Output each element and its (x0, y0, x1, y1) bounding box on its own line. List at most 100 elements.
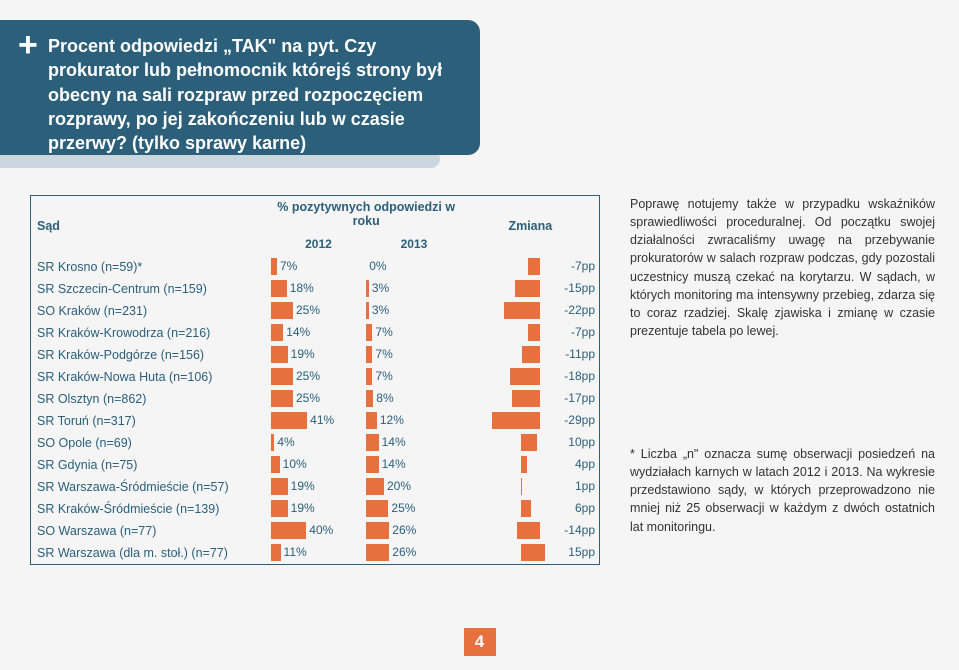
col-court: Sąd (31, 196, 271, 256)
bar-label: 14% (382, 434, 406, 451)
bar-label: 25% (391, 500, 415, 517)
change-cell: -7pp (462, 256, 599, 278)
table-row: SR Kraków-Nowa Huta (n=106) 25% 7% -18pp (31, 366, 599, 388)
bar-label: 20% (387, 478, 411, 495)
change-cell: -15pp (462, 278, 599, 300)
value-cell-v2012: 19% (271, 498, 366, 520)
bar-label: 18% (290, 280, 314, 297)
bar-label: 14% (382, 456, 406, 473)
bar-label: 25% (296, 302, 320, 319)
value-cell-v2012: 18% (271, 278, 366, 300)
plus-icon: + (18, 26, 38, 65)
table-row: SR Kraków-Śródmieście (n=139) 19% 25% 6pp (31, 498, 599, 520)
table-row: SO Opole (n=69)4% 14% 10pp (31, 432, 599, 454)
bar-label: 19% (291, 500, 315, 517)
value-cell-v2013: 3% (366, 278, 461, 300)
change-label: -11pp (565, 346, 595, 363)
bar-label: 41% (310, 412, 334, 429)
value-cell-v2012: 25% (271, 300, 366, 322)
table-row: SR Toruń (n=317) 41% 12% -29pp (31, 410, 599, 432)
bar-label: 25% (296, 390, 320, 407)
value-cell-v2012: 4% (271, 432, 366, 454)
bar-label: 3% (372, 302, 389, 319)
value-cell-v2012: 40% (271, 520, 366, 542)
court-name: SR Toruń (n=317) (31, 410, 271, 432)
table-row: SO Kraków (n=231) 25% 3% -22pp (31, 300, 599, 322)
value-cell-v2012: 25% (271, 366, 366, 388)
court-name: SR Kraków-Śródmieście (n=139) (31, 498, 271, 520)
change-cell: -29pp (462, 410, 599, 432)
court-name: SR Kraków-Nowa Huta (n=106) (31, 366, 271, 388)
court-name: SR Kraków-Podgórze (n=156) (31, 344, 271, 366)
value-cell-v2012: 19% (271, 344, 366, 366)
change-label: -7pp (571, 258, 595, 275)
table-row: SR Warszawa-Śródmieście (n=57)19% 20% 1pp (31, 476, 599, 498)
change-label: -14pp (564, 522, 595, 539)
court-name: SR Warszawa (dla m. stoł.) (n=77) (31, 542, 271, 564)
table-row: SR Kraków-Podgórze (n=156)19% 7% -11pp (31, 344, 599, 366)
table-row: SR Olsztyn (n=862)25%8%-17pp (31, 388, 599, 410)
bar-label: 7% (280, 258, 297, 275)
change-cell: -11pp (462, 344, 599, 366)
bar-label: 7% (375, 368, 392, 385)
change-label: -7pp (571, 324, 595, 341)
value-cell-v2012: 41% (271, 410, 366, 432)
table-row: SR Szczecin-Centrum (n=159) 18% 3% -15pp (31, 278, 599, 300)
bar-label: 7% (375, 346, 392, 363)
bar-label: 40% (309, 522, 333, 539)
change-cell: -7pp (462, 322, 599, 344)
change-cell: 10pp (462, 432, 599, 454)
change-label: 6pp (575, 500, 595, 517)
col-percent-group: % pozytywnych odpowiedzi w roku (271, 196, 462, 233)
value-cell-v2013: 3% (366, 300, 461, 322)
bar-label: 26% (392, 522, 416, 539)
value-cell-v2013: 8% (366, 388, 461, 410)
col-change: Zmiana (462, 196, 599, 256)
court-name: SO Opole (n=69) (31, 432, 271, 454)
value-cell-v2012: 14% (271, 322, 366, 344)
value-cell-v2012: 7% (271, 256, 366, 278)
bar-label: 7% (375, 324, 392, 341)
value-cell-v2012: 10% (271, 454, 366, 476)
court-name: SR Warszawa-Śródmieście (n=57) (31, 476, 271, 498)
value-cell-v2013: 25% (366, 498, 461, 520)
change-cell: 1pp (462, 476, 599, 498)
court-name: SR Szczecin-Centrum (n=159) (31, 278, 271, 300)
bar-label: 14% (286, 324, 310, 341)
value-cell-v2013: 12% (366, 410, 461, 432)
bar-label: 12% (380, 412, 404, 429)
change-label: -15pp (564, 280, 595, 297)
change-cell: -17pp (462, 388, 599, 410)
value-cell-v2012: 19% (271, 476, 366, 498)
col-2013: 2013 (366, 233, 461, 256)
value-cell-v2012: 25% (271, 388, 366, 410)
change-label: -29pp (564, 412, 595, 429)
header-banner: + Procent odpowiedzi „TAK" na pyt. Czy p… (0, 20, 480, 155)
change-label: 1pp (575, 478, 595, 495)
col-2012: 2012 (271, 233, 366, 256)
change-cell: -22pp (462, 300, 599, 322)
bar-label: 26% (392, 544, 416, 561)
change-label: 15pp (568, 544, 595, 561)
change-label: -22pp (564, 302, 595, 319)
change-label: 4pp (575, 456, 595, 473)
bar-label: 25% (296, 368, 320, 385)
header-title: Procent odpowiedzi „TAK" na pyt. Czy pro… (48, 34, 462, 155)
table-row: SR Warszawa (dla m. stoł.) (n=77) 11% 26% 1… (31, 542, 599, 564)
court-name: SO Kraków (n=231) (31, 300, 271, 322)
value-cell-v2013: 14% (366, 454, 461, 476)
page-number: 4 (464, 628, 496, 656)
change-label: 10pp (568, 434, 595, 451)
value-cell-v2012: 11% (271, 542, 366, 564)
bar-label: 11% (284, 544, 307, 561)
table-row: SR Kraków-Krowodrza (n=216)14%7%-7pp (31, 322, 599, 344)
change-cell: -18pp (462, 366, 599, 388)
bar-label: 3% (372, 280, 389, 297)
bar-label: 8% (376, 390, 393, 407)
value-cell-v2013: 7% (366, 322, 461, 344)
bar-label: 10% (283, 456, 307, 473)
value-cell-v2013: 7% (366, 366, 461, 388)
change-cell: 6pp (462, 498, 599, 520)
change-cell: 15pp (462, 542, 599, 564)
description-text: Poprawę notujemy także w przypadku wskaź… (630, 195, 935, 350)
